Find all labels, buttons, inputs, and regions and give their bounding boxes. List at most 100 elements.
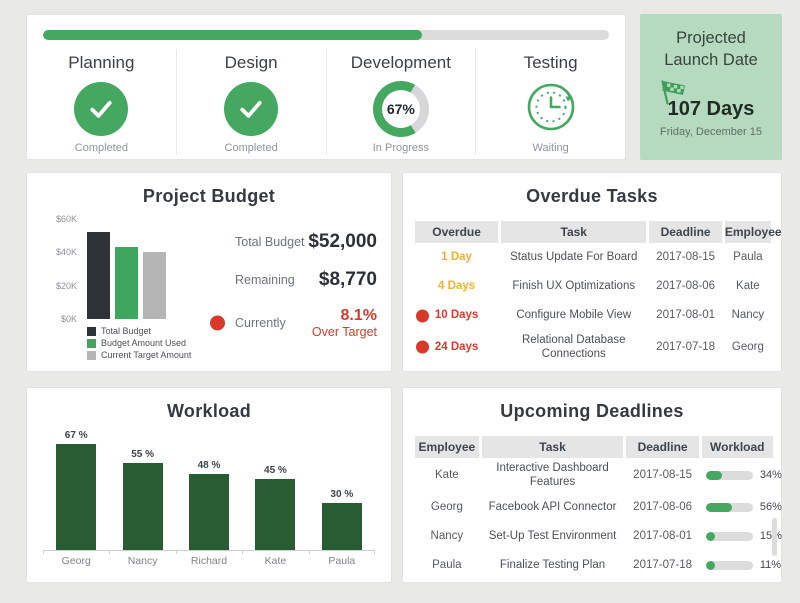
stat-label: Currently: [235, 315, 286, 330]
employee: Kate: [736, 280, 760, 293]
panel-title: Upcoming Deadlines: [500, 401, 684, 421]
task-name: Relational Database Connections: [521, 334, 626, 361]
overdue-table: Overdue Task Deadline Employee 1 Day Sta…: [415, 221, 782, 365]
workload-bar-chart: 67 % 55 % 48 % 45 % 30 %: [43, 424, 375, 550]
phase-status: In Progress: [372, 142, 429, 154]
progress-donut-icon: 67%: [372, 81, 429, 137]
employee: Nancy: [430, 530, 464, 543]
bar-value-label: 67 %: [64, 430, 88, 442]
launch-date-text: Friday, December 15: [660, 125, 762, 138]
employee: Kate: [435, 469, 459, 482]
task-name: Configure Mobile View: [516, 309, 632, 322]
task-name: Facebook API Connector: [488, 501, 617, 514]
stat-label: Total Budget: [235, 235, 305, 249]
donut-percent-label: 67%: [386, 101, 415, 117]
deadline: 2017-08-06: [633, 501, 692, 514]
stat-alert-value: 8.1%: [340, 307, 377, 324]
workload-progress: 34%: [702, 469, 782, 481]
legend-swatch: [87, 326, 96, 336]
table-row: 24 Days Relational Database Connections …: [415, 330, 769, 365]
workload-bar: [321, 502, 362, 550]
y-tick: $20K: [55, 280, 77, 291]
bar-budget-amount-used: [115, 246, 138, 319]
stat-value: $52,000: [308, 231, 377, 252]
workload-percent: 11%: [759, 559, 782, 572]
stat-remaining: Remaining $8,770: [235, 269, 377, 291]
column-header: Workload: [701, 436, 773, 458]
workload-percent: 56%: [759, 501, 782, 514]
workload-panel: Workload 67 % 55 % 48 % 45 % 30 % Georg …: [26, 387, 392, 583]
column-header: Task: [501, 221, 647, 243]
overdue-alert-dot: [416, 309, 429, 322]
column-header: Employee: [415, 436, 479, 458]
overdue-days: 24 Days: [434, 341, 479, 354]
table-row: Nancy Set-Up Test Environment 2017-08-01…: [415, 522, 782, 551]
legend-label: Budget Amount Used: [101, 338, 187, 348]
phase-name: Development: [350, 53, 451, 72]
upcoming-deadlines-panel: Upcoming Deadlines Employee Task Deadlin…: [402, 387, 782, 583]
employee: Georg: [430, 501, 463, 514]
table-header: Employee Task Deadline Workload: [415, 436, 773, 458]
budget-bar-chart: $60K $40K $20K $0K Total Budget Budget A…: [41, 214, 227, 360]
project-phases-panel: Planning Completed Design Completed Deve…: [26, 14, 626, 160]
deadline: 2017-08-01: [656, 309, 715, 322]
employee: Paula: [733, 251, 763, 264]
bar-value-label: 45 %: [264, 465, 287, 477]
workload-bar: [189, 474, 230, 550]
progress-fill: [705, 531, 715, 541]
workload-progress: 56%: [702, 501, 782, 513]
table-row: 10 Days Configure Mobile View 2017-08-01…: [415, 301, 769, 330]
workload-progress: 15%: [702, 530, 782, 542]
overdue-days: 1 Day: [441, 251, 472, 264]
phase-status: Completed: [74, 142, 128, 154]
task-name: Set-Up Test Environment: [488, 530, 617, 543]
x-tick-label: Paula: [308, 550, 376, 567]
deadline: 2017-08-15: [633, 469, 692, 482]
phase-name: Testing: [523, 53, 578, 72]
stat-label: Remaining: [235, 273, 295, 287]
overdue-days: 4 Days: [438, 280, 476, 293]
progress-track: [705, 560, 753, 570]
workload-bar: [122, 463, 163, 550]
stopwatch-icon: [524, 80, 578, 139]
workload-percent: 34%: [759, 469, 782, 482]
check-circle-icon: [224, 82, 279, 136]
column-header: Overdue: [415, 221, 499, 243]
phase-development: Development 67% In Progress: [325, 49, 476, 155]
x-axis: Georg Nancy Richard Kate Paula: [43, 550, 376, 567]
projected-launch-date-panel: Projected Launch Date 107 Days Friday, D…: [640, 14, 782, 160]
y-axis-labels: $60K $40K $20K $0K: [41, 214, 77, 324]
launch-days-count: 107 Days: [667, 97, 755, 120]
x-tick-label: Georg: [43, 550, 109, 567]
deadline: 2017-08-06: [656, 280, 715, 293]
employee: Nancy: [731, 309, 765, 322]
panel-title: Workload: [166, 401, 252, 421]
stat-total-budget: Total Budget $52,000: [235, 231, 377, 253]
task-name: Finish UX Optimizations: [512, 280, 636, 293]
bar-value-label: 55 %: [131, 449, 154, 461]
table-row: 4 Days Finish UX Optimizations 2017-08-0…: [415, 272, 769, 301]
launch-title: Projected Launch Date: [664, 29, 758, 70]
legend-label: Current Target Amount: [101, 350, 192, 360]
overdue-alert-dot: [416, 340, 429, 354]
alert-dot-icon: [210, 315, 225, 331]
task-name: Finalize Testing Plan: [499, 559, 606, 572]
scrollbar-thumb[interactable]: [772, 518, 777, 556]
progress-fill: [705, 470, 722, 480]
checkered-flag-icon: [658, 77, 774, 105]
task-name: Status Update For Board: [510, 251, 638, 264]
table-header: Overdue Task Deadline Employee: [415, 221, 782, 243]
y-tick: $0K: [60, 314, 77, 324]
column-header: Task: [481, 436, 624, 458]
phase-testing: Testing Waiting: [475, 49, 625, 155]
panel-title: Project Budget: [142, 186, 276, 206]
phase-columns: Planning Completed Design Completed Deve…: [27, 49, 625, 155]
deadline: 2017-08-01: [633, 530, 692, 543]
deadlines-table: Employee Task Deadline Workload Kate Int…: [415, 436, 782, 580]
stat-value: $8,770: [318, 269, 377, 290]
y-tick: $60K: [55, 214, 77, 224]
progress-track: [705, 470, 753, 480]
table-row: 1 Day Status Update For Board 2017-08-15…: [415, 243, 769, 272]
progress-fill: [705, 560, 715, 570]
stat-currently: Currently 8.1% Over Target: [210, 307, 377, 339]
